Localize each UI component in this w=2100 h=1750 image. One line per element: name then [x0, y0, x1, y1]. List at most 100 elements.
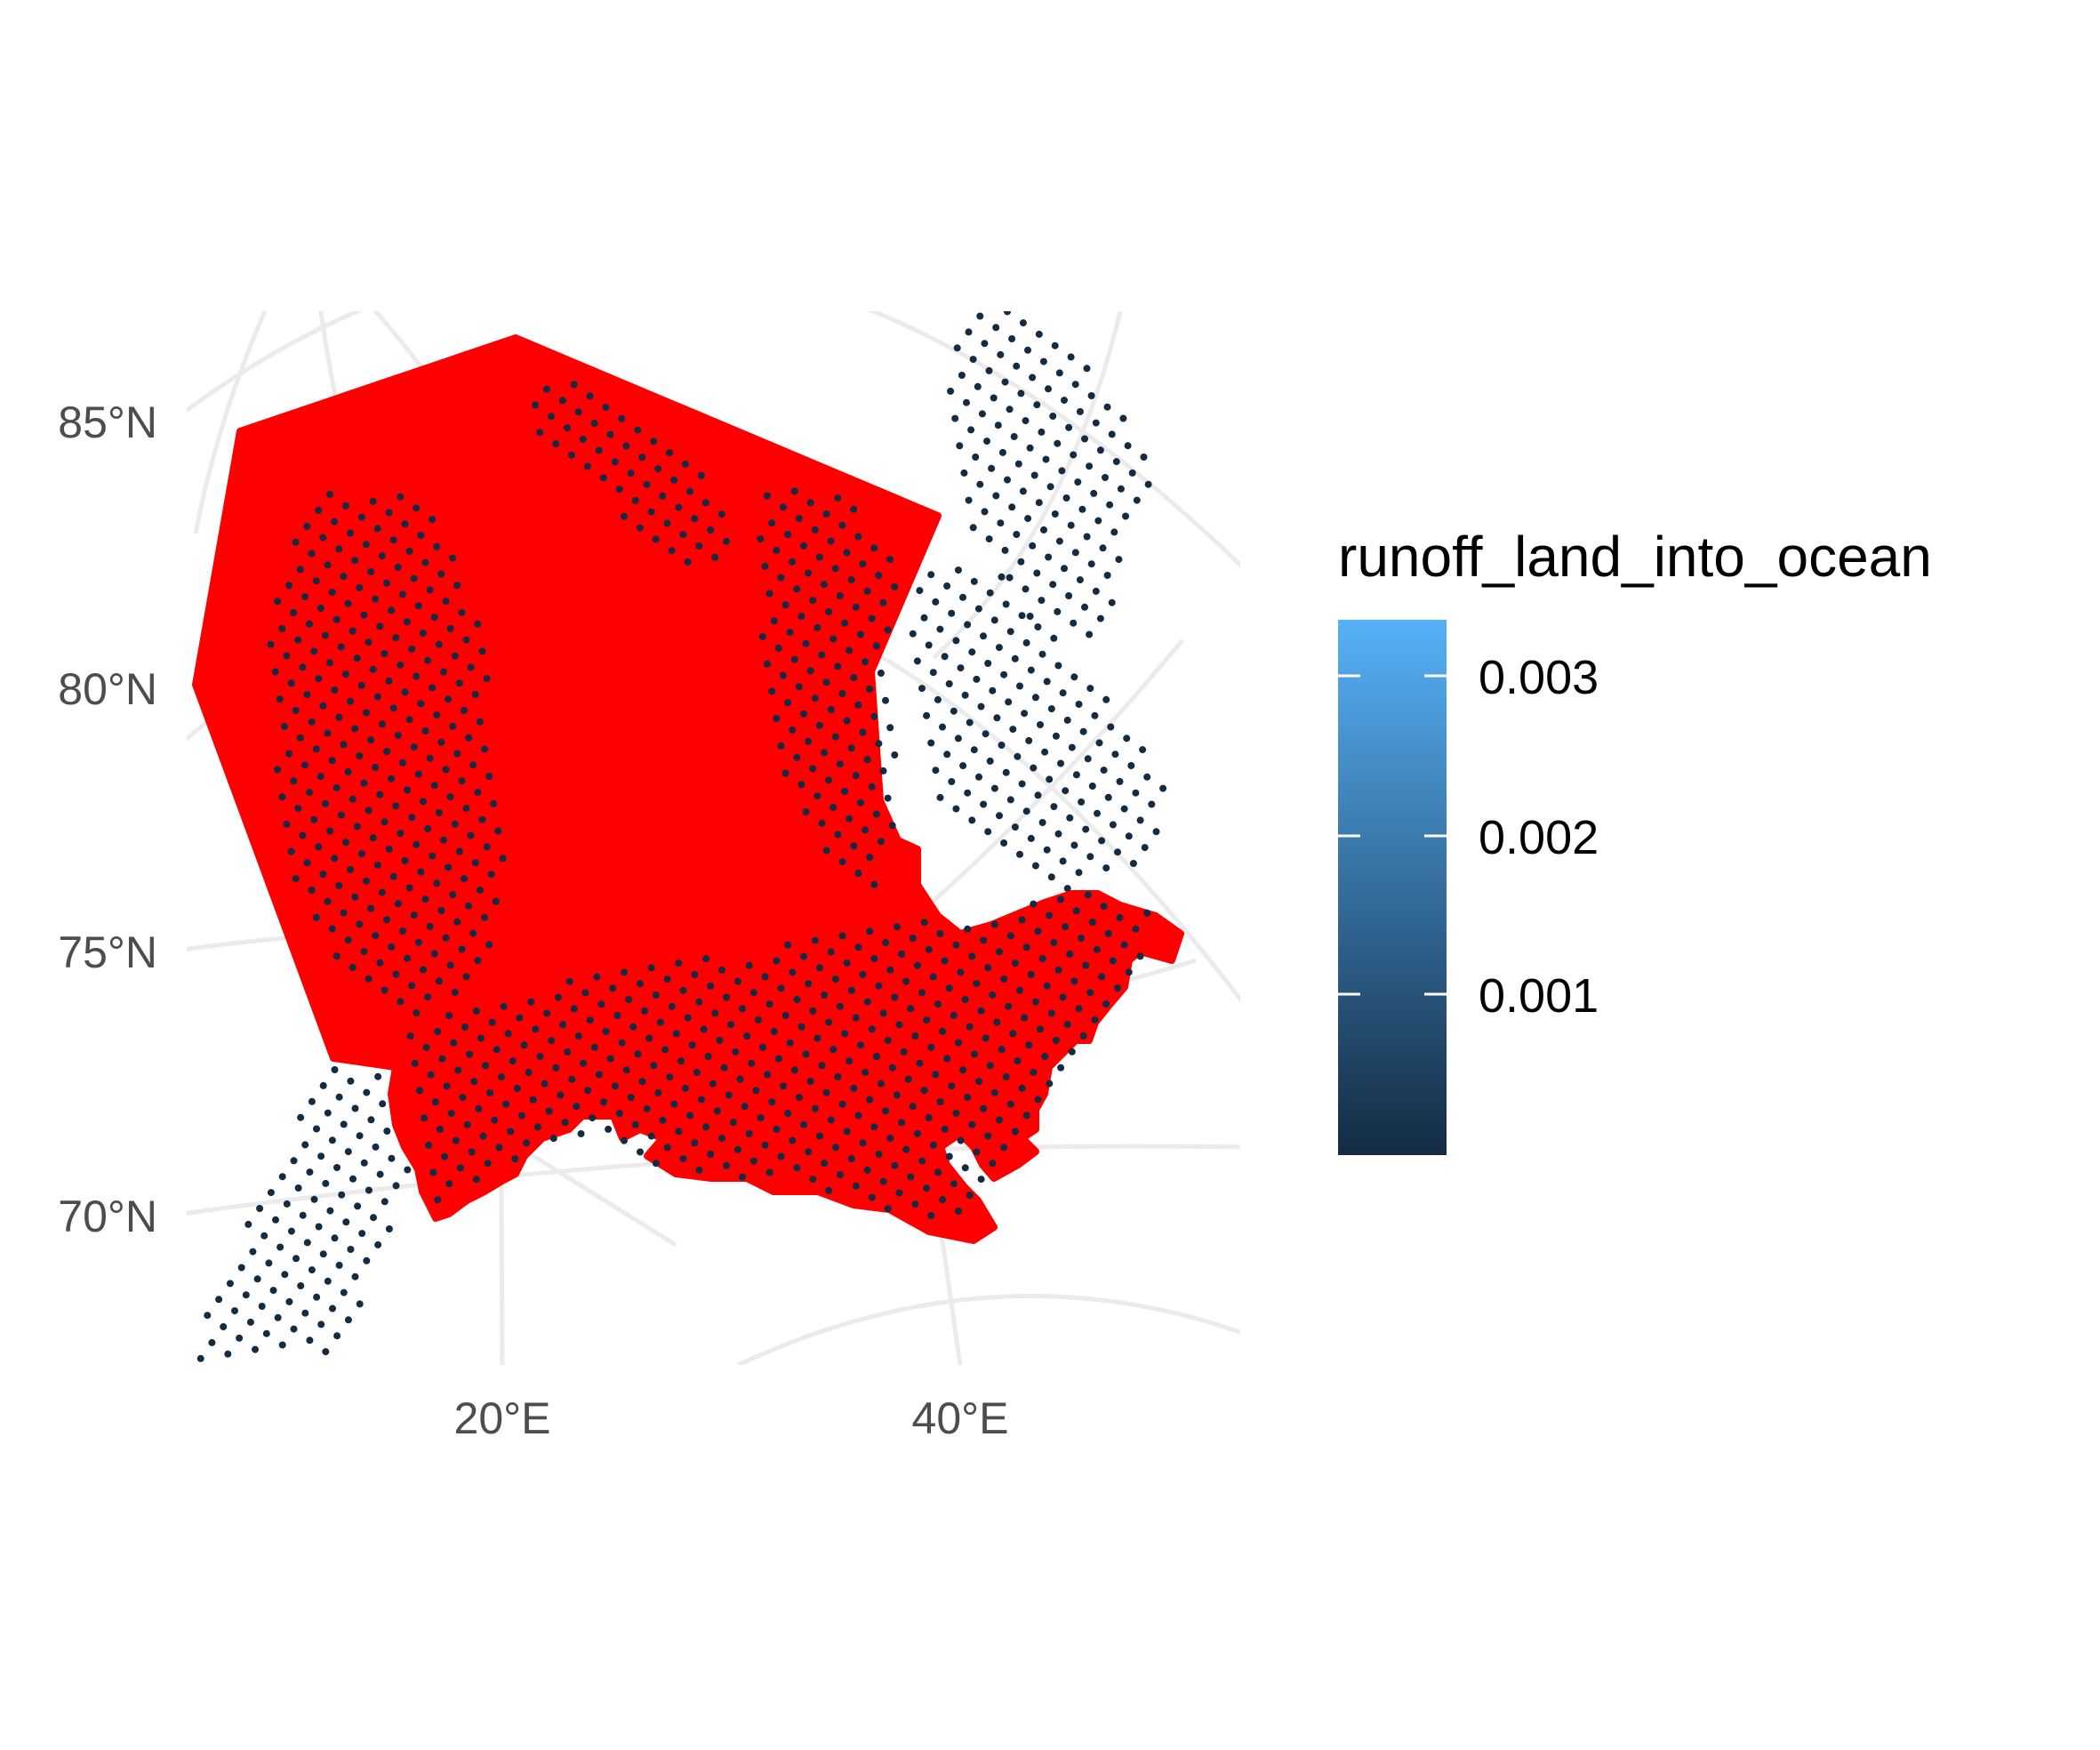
runoff-point — [834, 1073, 842, 1080]
runoff-point — [838, 690, 846, 697]
runoff-point — [941, 1125, 949, 1133]
runoff-point — [367, 736, 375, 744]
polygon-main — [192, 334, 1184, 1244]
runoff-point — [862, 658, 869, 666]
runoff-point — [847, 576, 855, 584]
runoff-point — [927, 1212, 935, 1219]
runoff-point — [452, 1136, 460, 1144]
runoff-point — [1072, 771, 1080, 779]
runoff-point — [1050, 803, 1058, 811]
runoff-point — [435, 809, 443, 816]
runoff-point — [533, 1123, 541, 1131]
runoff-point — [789, 1136, 797, 1144]
runoff-point — [329, 1304, 336, 1312]
runoff-point — [911, 1032, 919, 1040]
runoff-point — [367, 904, 375, 912]
runoff-point — [319, 1250, 327, 1258]
runoff-point — [324, 897, 332, 905]
runoff-point — [1082, 825, 1090, 833]
runoff-point — [805, 737, 813, 745]
runoff-point — [773, 957, 781, 965]
runoff-point — [998, 1046, 1006, 1054]
runoff-point — [847, 744, 855, 752]
runoff-point — [952, 1109, 960, 1117]
runoff-point — [315, 1223, 323, 1231]
runoff-point — [682, 1084, 690, 1092]
runoff-point — [1086, 685, 1094, 693]
runoff-point — [319, 1081, 327, 1089]
runoff-point — [372, 1143, 380, 1151]
runoff-point — [602, 1027, 610, 1035]
runoff-point — [460, 706, 468, 714]
runoff-point — [621, 1136, 628, 1144]
runoff-point — [820, 581, 828, 589]
runoff-point — [1029, 542, 1037, 550]
runoff-point — [453, 918, 461, 926]
runoff-point — [306, 1337, 314, 1345]
runoff-point — [1132, 789, 1140, 797]
runoff-point — [1079, 727, 1087, 735]
runoff-point — [789, 726, 797, 734]
runoff-point — [1054, 439, 1062, 447]
runoff-point — [641, 1007, 648, 1015]
runoff-point — [532, 401, 540, 409]
runoff-point — [886, 556, 894, 564]
runoff-point — [429, 1168, 437, 1176]
runoff-point — [433, 711, 441, 719]
runoff-point — [779, 503, 787, 511]
runoff-point — [381, 650, 389, 657]
runoff-point — [925, 641, 933, 649]
runoff-point — [957, 1136, 965, 1144]
runoff-point — [446, 961, 454, 969]
runoff-point — [413, 672, 421, 680]
runoff-point — [895, 1021, 903, 1029]
runoff-point — [472, 1007, 480, 1015]
runoff-point — [253, 1275, 261, 1283]
runoff-point — [349, 964, 357, 971]
runoff-point — [981, 508, 989, 516]
runoff-point — [1057, 759, 1064, 767]
runoff-point — [1098, 973, 1106, 981]
runoff-point — [872, 810, 880, 818]
runoff-point — [290, 1157, 298, 1165]
runoff-point — [907, 1173, 915, 1181]
runoff-point — [980, 800, 988, 808]
runoff-point — [621, 968, 628, 976]
runoff-point — [707, 982, 715, 990]
runoff-point — [595, 1071, 603, 1079]
runoff-point — [536, 1053, 544, 1061]
runoff-point — [879, 767, 887, 775]
runoff-point — [356, 1132, 364, 1140]
runoff-point — [215, 1296, 223, 1304]
runoff-point — [287, 1227, 295, 1235]
runoff-point — [593, 973, 601, 981]
runoff-point — [463, 1120, 471, 1128]
runoff-point — [1046, 911, 1054, 919]
runoff-point — [847, 1155, 855, 1163]
runoff-point — [392, 634, 400, 642]
runoff-point — [983, 438, 990, 446]
runoff-point — [770, 617, 778, 625]
runoff-point — [367, 568, 374, 575]
runoff-point — [258, 1303, 266, 1310]
runoff-point — [419, 630, 427, 637]
runoff-point — [1075, 869, 1083, 877]
runoff-point — [966, 1023, 974, 1031]
runoff-point — [980, 936, 988, 944]
runoff-point — [723, 1161, 731, 1169]
runoff-point — [830, 635, 838, 643]
runoff-point — [1063, 716, 1071, 724]
runoff-point — [951, 414, 959, 422]
runoff-point — [739, 1005, 746, 1013]
runoff-point — [520, 1041, 528, 1049]
runoff-point — [486, 1089, 494, 1096]
runoff-point — [1152, 828, 1160, 836]
runoff-point — [242, 1291, 250, 1299]
runoff-point — [467, 831, 475, 839]
runoff-point — [1102, 695, 1110, 703]
runoff-point — [984, 660, 992, 667]
runoff-point — [784, 1110, 792, 1117]
runoff-point — [435, 977, 443, 985]
runoff-point — [1078, 935, 1085, 942]
runoff-point — [296, 734, 304, 742]
